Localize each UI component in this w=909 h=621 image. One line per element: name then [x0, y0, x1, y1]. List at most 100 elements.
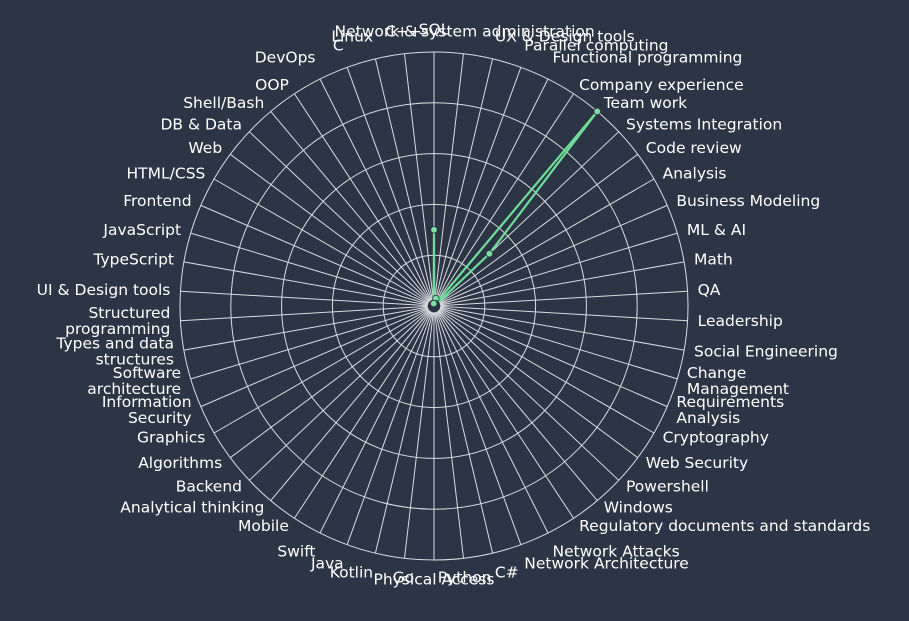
axis-label: Business Modeling: [676, 192, 820, 210]
axis-label: Code review: [646, 139, 742, 157]
data-point: [430, 226, 438, 234]
axis-label: Regulatory documents and standards: [579, 517, 870, 535]
axis-label: Software architecture: [87, 364, 181, 398]
axis-label: Systems Integration: [626, 115, 782, 133]
radar-series: [427, 107, 601, 313]
grid-spoke: [190, 305, 435, 380]
grid-spoke: [270, 111, 435, 307]
grid-spoke: [180, 305, 435, 322]
axis-label: Structured programming: [65, 304, 170, 338]
axis-label: Go: [393, 569, 415, 587]
axis-label: C++: [385, 22, 422, 40]
axis-label: Graphics: [137, 429, 205, 447]
axis-label: Web: [188, 139, 222, 157]
axis-label: Windows: [604, 499, 673, 517]
axis-label: Kotlin: [330, 563, 373, 581]
axis-label: Team work: [603, 94, 687, 112]
axis-label: Web Security: [646, 454, 748, 472]
grid-spoke: [294, 93, 435, 307]
axis-label: Parallel computing: [524, 36, 668, 54]
grid-spoke: [270, 305, 435, 501]
axis-label: Network Architecture: [524, 555, 689, 573]
grid-spoke: [433, 58, 494, 307]
grid-spoke: [404, 305, 435, 559]
grid-spoke: [433, 78, 549, 307]
grid-spoke: [433, 305, 678, 380]
grid-spoke: [319, 305, 435, 534]
axis-label: Backend: [176, 478, 242, 496]
grid-spoke: [433, 305, 494, 554]
grid-spoke: [183, 261, 435, 307]
axis-label: SQL: [419, 21, 450, 39]
axis-label: Mobile: [238, 517, 289, 535]
grid-spoke: [433, 305, 639, 459]
grid-spoke: [213, 178, 435, 307]
grid-spoke: [433, 261, 685, 307]
grid-spoke: [229, 305, 435, 459]
grid-spoke: [433, 305, 464, 559]
axis-label: Change Management: [687, 364, 789, 398]
axis-label: Frontend: [123, 192, 191, 210]
grid-spoke: [433, 232, 678, 307]
grid-spoke: [404, 53, 435, 307]
grid-spoke: [433, 178, 655, 307]
grid-spoke: [433, 53, 464, 307]
grid-spoke: [433, 305, 655, 434]
grid-spoke: [319, 78, 435, 307]
grid-spoke: [248, 305, 435, 481]
grid-spoke: [374, 305, 435, 554]
grid-spoke: [433, 305, 685, 351]
axis-label: Physical Access: [373, 571, 494, 589]
axis-label: UI & Design tools: [37, 281, 171, 299]
axis-label: Cryptography: [663, 429, 769, 447]
axis-label: HTML/CSS: [127, 165, 206, 183]
grid-spoke: [433, 305, 574, 519]
axis-label: Network Attacks: [553, 542, 680, 560]
axis-label: Java: [310, 555, 344, 573]
axis-label: Shell/Bash: [183, 94, 264, 112]
grid-spoke: [433, 67, 522, 307]
data-point: [593, 107, 601, 116]
axis-label: Math: [694, 251, 733, 269]
grid-spoke: [248, 131, 435, 307]
grid-spoke: [433, 305, 688, 322]
axis-label: Company experience: [579, 76, 744, 94]
axis-label: Analytical thinking: [120, 499, 264, 517]
axis-label: TypeScript: [92, 251, 174, 269]
axis-label: Powershell: [626, 478, 709, 496]
grid-spoke: [433, 290, 688, 307]
axis-label: Network & system administration: [334, 22, 594, 40]
grid-spoke: [229, 153, 435, 307]
grid-spoke: [180, 290, 435, 307]
grid-spoke: [433, 305, 598, 501]
axis-label: Python: [438, 569, 492, 587]
grid-spoke: [374, 58, 435, 307]
axis-label: Information Security: [102, 393, 192, 427]
grid-spoke: [433, 305, 522, 545]
grid-spoke: [433, 305, 668, 408]
axis-label: Analysis: [663, 165, 727, 183]
axis-label: JavaScript: [102, 221, 181, 239]
axis-label: Algorithms: [138, 454, 222, 472]
grid-spoke: [433, 305, 620, 481]
axis-label: C: [333, 36, 344, 54]
grid-spoke: [433, 305, 549, 534]
axis-label: C#: [495, 563, 519, 581]
grid-spoke: [200, 305, 435, 408]
axis-label: UX & Design tools: [495, 28, 635, 46]
axis-label: Social Engineering: [694, 342, 838, 360]
axis-label: OOP: [255, 76, 289, 94]
axis-label: ML & AI: [687, 221, 746, 239]
axis-label: Linux: [331, 28, 373, 46]
grid-spoke: [213, 305, 435, 434]
axis-label: Requirements Analysis: [676, 393, 784, 427]
axis-label: Types and data structures: [55, 334, 174, 368]
grid-spoke: [433, 93, 574, 307]
axis-label: DB & Data: [160, 115, 242, 133]
axis-label: DevOps: [255, 49, 316, 67]
axis-label: Leadership: [698, 312, 783, 330]
axis-label: QA: [698, 281, 721, 299]
axis-label: Functional programming: [553, 49, 743, 67]
grid-spoke: [346, 305, 435, 545]
